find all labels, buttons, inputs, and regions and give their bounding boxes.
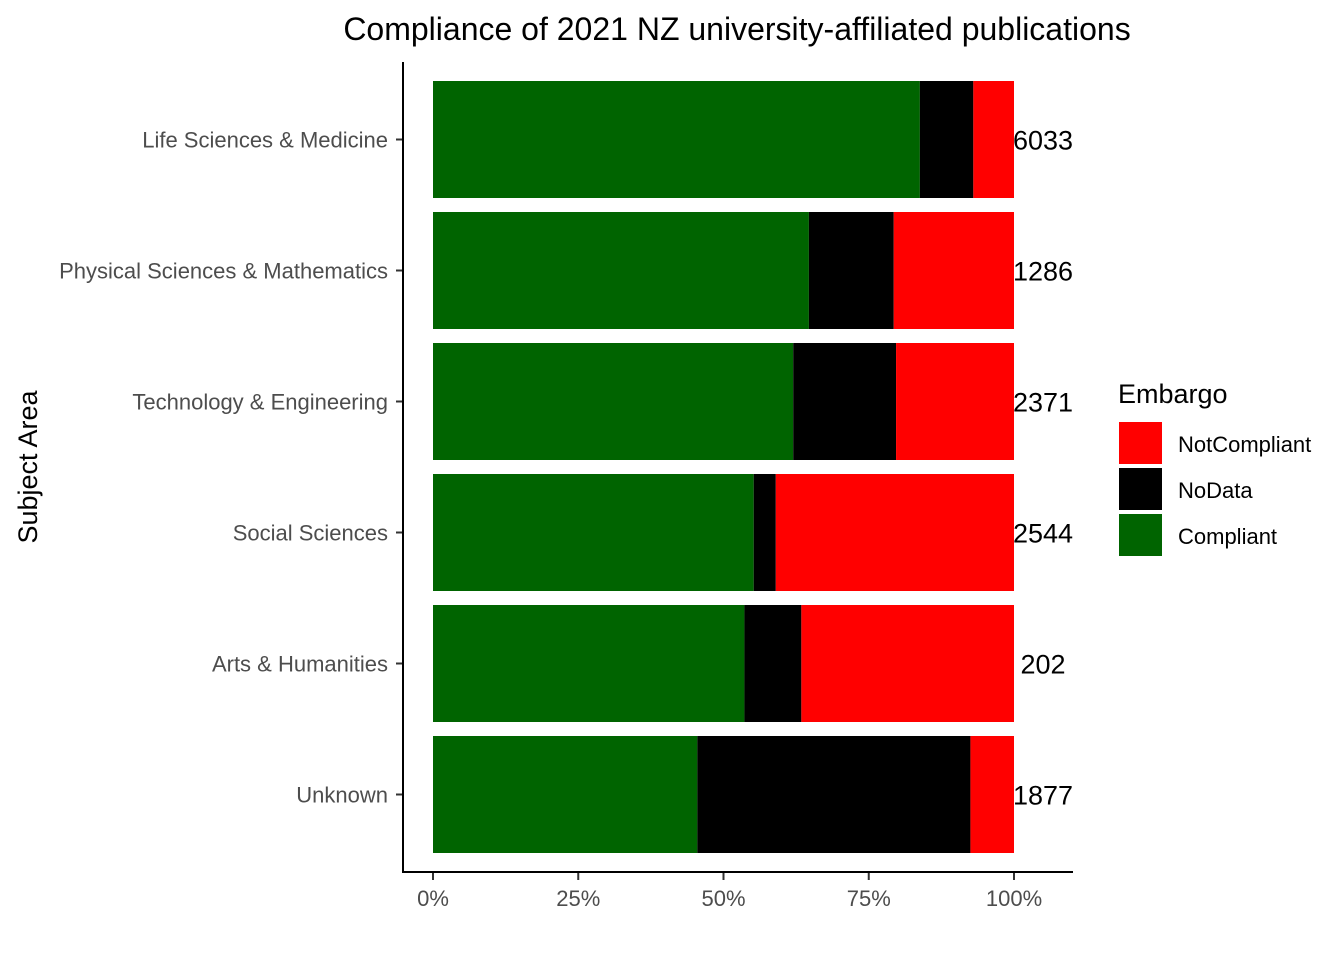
x-tick-label: 100% [986, 886, 1042, 911]
x-tick-label: 0% [417, 886, 449, 911]
bar-technology-and-engineering-compliant [433, 343, 794, 460]
category-label-life-sciences-and-medicine: Life Sciences & Medicine [142, 128, 388, 153]
category-label-social-sciences: Social Sciences [233, 521, 388, 546]
legend-label-compliant: Compliant [1178, 524, 1277, 549]
legend: Embargo NotCompliant NoData Compliant [1118, 379, 1311, 556]
total-label-arts-and-humanities: 202 [1020, 650, 1065, 680]
bar-physical-sciences-and-mathematics-compliant [433, 212, 809, 329]
bar-life-sciences-and-medicine-compliant [433, 81, 920, 198]
x-tick-label: 75% [847, 886, 891, 911]
x-axis-ticks: 0% 25% 50% 75% 100% [417, 873, 1042, 911]
legend-label-notcompliant: NotCompliant [1178, 432, 1311, 457]
legend-label-nodata: NoData [1178, 478, 1253, 503]
legend-key-compliant [1119, 514, 1162, 556]
category-label-arts-and-humanities: Arts & Humanities [212, 652, 388, 677]
total-label-life-sciences-and-medicine: 6033 [1013, 126, 1073, 156]
total-count-labels: 6033 1286 2371 2544 202 1877 [1013, 126, 1073, 811]
category-label-unknown: Unknown [296, 783, 388, 808]
legend-key-notcompliant [1119, 422, 1162, 464]
bar-arts-and-humanities-notcompliant [801, 605, 1014, 722]
x-tick-label: 25% [556, 886, 600, 911]
bar-life-sciences-and-medicine-nodata [919, 81, 974, 198]
total-label-technology-and-engineering: 2371 [1013, 388, 1073, 418]
bar-physical-sciences-and-mathematics-notcompliant [893, 212, 1014, 329]
total-label-physical-sciences-and-mathematics: 1286 [1013, 257, 1073, 287]
x-tick-label: 50% [701, 886, 745, 911]
bar-social-sciences-compliant [433, 474, 754, 591]
bar-unknown-notcompliant [970, 736, 1014, 853]
bar-technology-and-engineering-notcompliant [896, 343, 1014, 460]
total-label-social-sciences: 2544 [1013, 519, 1073, 549]
legend-key-nodata [1119, 468, 1162, 510]
category-label-technology-and-engineering: Technology & Engineering [132, 390, 388, 415]
category-labels: Life Sciences & Medicine Physical Science… [59, 128, 403, 808]
bar-social-sciences-nodata [753, 474, 776, 591]
bar-arts-and-humanities-compliant [433, 605, 745, 722]
bar-unknown-nodata [697, 736, 971, 853]
bar-technology-and-engineering-nodata [793, 343, 897, 460]
total-label-unknown: 1877 [1013, 781, 1073, 811]
bar-arts-and-humanities-nodata [744, 605, 802, 722]
bar-unknown-compliant [433, 736, 698, 853]
category-label-physical-sciences-and-mathematics: Physical Sciences & Mathematics [59, 259, 388, 284]
bar-social-sciences-notcompliant [775, 474, 1014, 591]
chart-title: Compliance of 2021 NZ university-affilia… [343, 11, 1130, 47]
bar-physical-sciences-and-mathematics-nodata [808, 212, 894, 329]
bar-life-sciences-and-medicine-notcompliant [973, 81, 1014, 198]
bars-layer [433, 81, 1014, 853]
y-axis-title: Subject Area [13, 389, 43, 543]
legend-title: Embargo [1118, 379, 1228, 409]
